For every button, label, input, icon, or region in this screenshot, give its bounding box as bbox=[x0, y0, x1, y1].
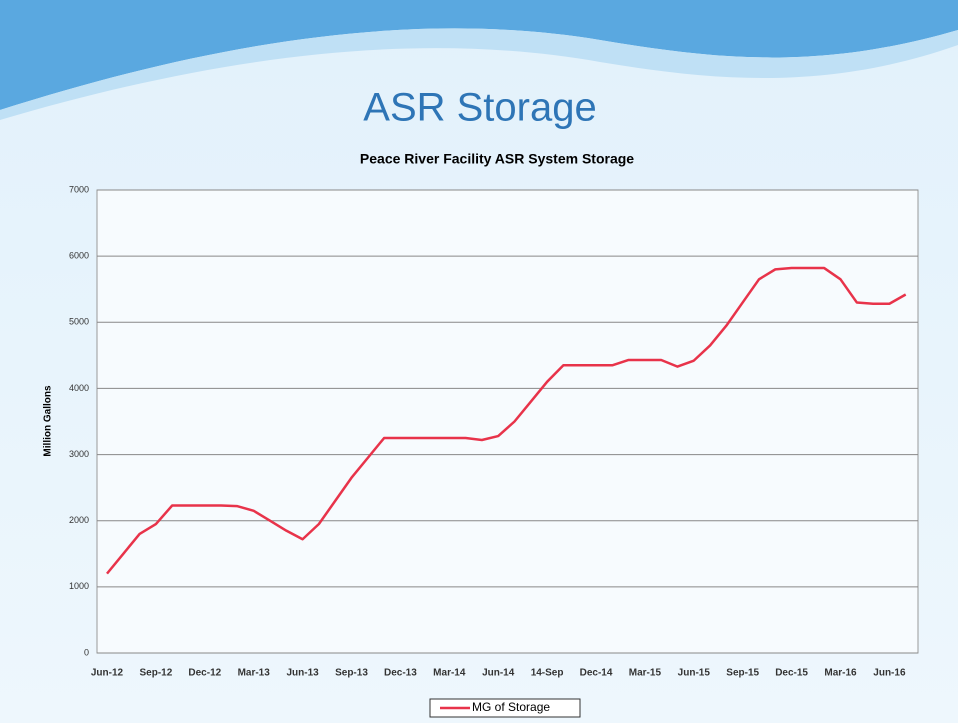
x-tick-label: Sep-13 bbox=[335, 668, 368, 679]
y-tick-label: 5000 bbox=[69, 317, 89, 327]
x-tick-label: Jun-13 bbox=[286, 668, 319, 679]
x-tick-label: Jun-14 bbox=[482, 668, 515, 679]
y-tick-label: 3000 bbox=[69, 449, 89, 459]
x-tick-label: Dec-12 bbox=[188, 668, 221, 679]
x-tick-label: Mar-16 bbox=[824, 668, 857, 679]
slide-title: ASR Storage bbox=[363, 86, 596, 130]
x-tick-label: Mar-14 bbox=[433, 668, 466, 679]
y-tick-label: 0 bbox=[84, 647, 89, 657]
x-tick-label: Dec-14 bbox=[580, 668, 613, 679]
chart-title: Peace River Facility ASR System Storage bbox=[360, 151, 634, 167]
x-tick-label: Mar-15 bbox=[629, 668, 662, 679]
x-tick-label: Sep-12 bbox=[140, 668, 173, 679]
y-axis-label: Million Gallons bbox=[43, 385, 54, 457]
y-tick-label: 2000 bbox=[69, 515, 89, 525]
plot-area bbox=[97, 190, 918, 653]
x-tick-label: Jun-16 bbox=[873, 668, 906, 679]
y-tick-label: 6000 bbox=[69, 251, 89, 261]
x-tick-label: 14-Sep bbox=[531, 668, 564, 679]
slide: ASR Storage Peace River Facility ASR Sys… bbox=[0, 0, 958, 723]
y-tick-label: 1000 bbox=[69, 581, 89, 591]
y-tick-label: 4000 bbox=[69, 383, 89, 393]
y-tick-label: 7000 bbox=[69, 184, 89, 194]
x-tick-label: Jun-15 bbox=[678, 668, 711, 679]
legend-label: MG of Storage bbox=[472, 700, 550, 714]
chart: ASR Storage Peace River Facility ASR Sys… bbox=[0, 0, 958, 723]
x-tick-label: Dec-15 bbox=[775, 668, 808, 679]
x-tick-label: Dec-13 bbox=[384, 668, 417, 679]
x-tick-label: Sep-15 bbox=[726, 668, 759, 679]
x-tick-label: Jun-12 bbox=[91, 668, 124, 679]
x-tick-label: Mar-13 bbox=[238, 668, 271, 679]
